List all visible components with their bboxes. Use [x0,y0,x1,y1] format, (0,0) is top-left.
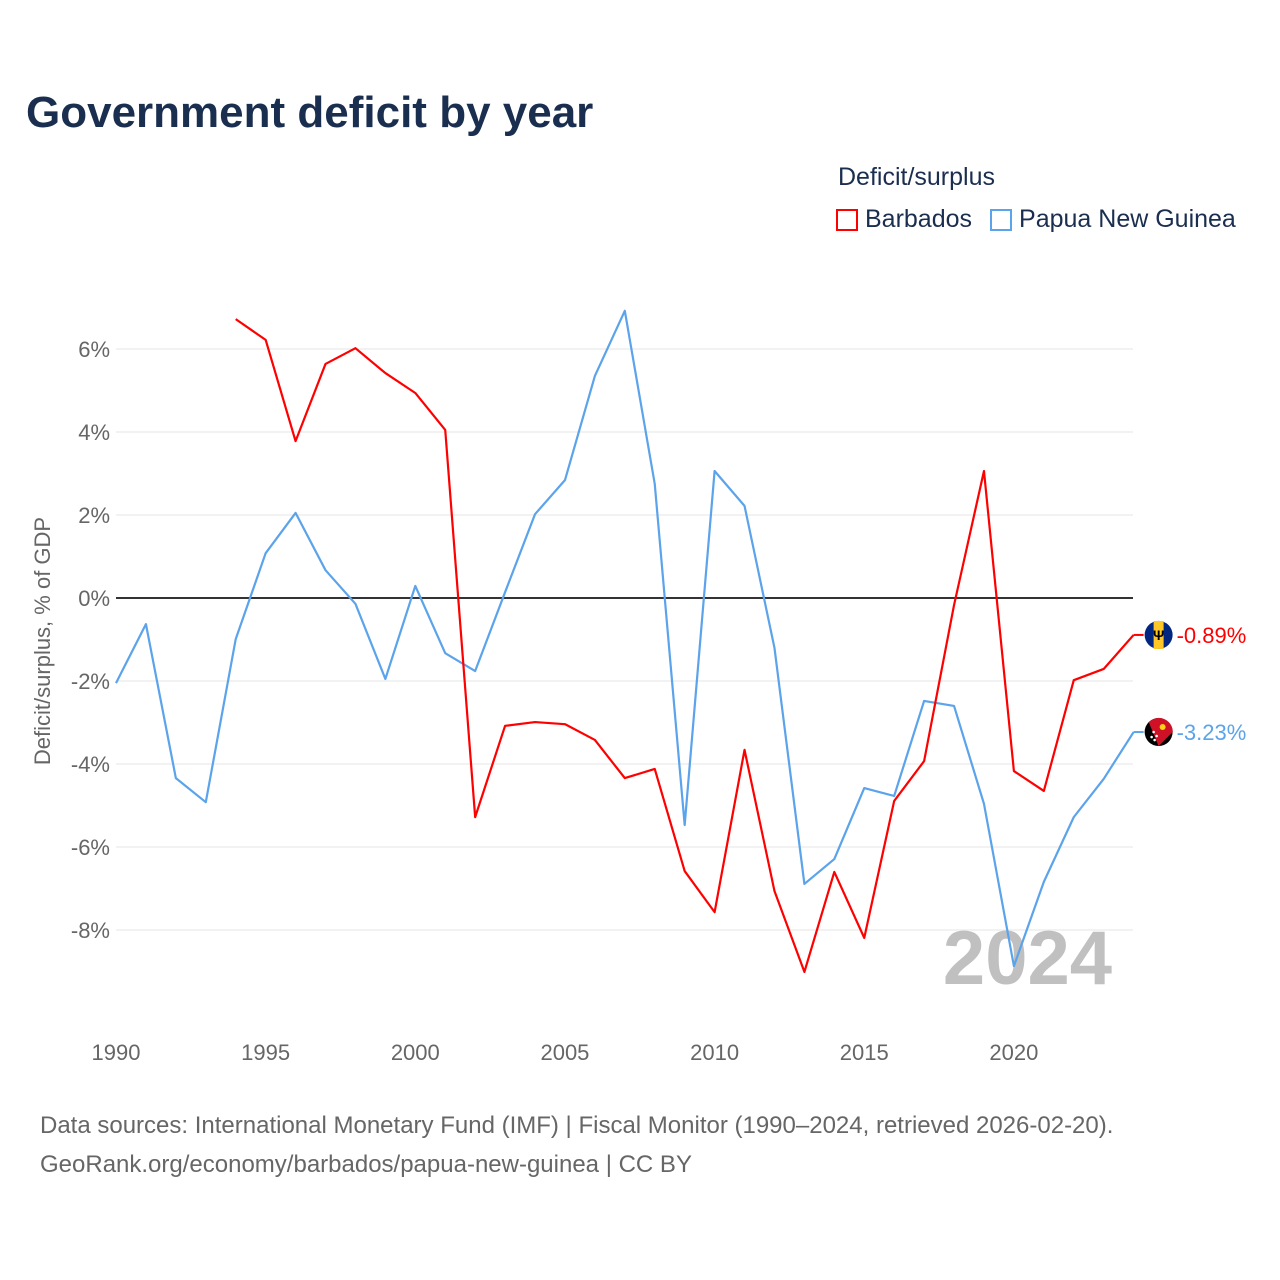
x-tick-label: 1990 [92,1040,141,1065]
x-tick-label: 2015 [840,1040,889,1065]
legend: Barbados Papua New Guinea [836,205,1236,234]
x-tick-label: 2010 [690,1040,739,1065]
star-icon [1152,730,1155,734]
star-icon [1153,738,1156,742]
y-tick-label: -2% [71,669,110,694]
end-value-label: -3.23% [1177,720,1247,745]
y-axis-label: Deficit/surplus, % of GDP [30,517,55,765]
chart-title: Government deficit by year [26,88,594,137]
y-tick-label: 6% [78,337,110,362]
legend-title: Deficit/surplus [838,163,995,191]
bird-of-paradise-icon [1159,724,1166,731]
series-line-barbados [235,318,1135,974]
legend-swatch-papua-new-guinea [990,208,1013,231]
star-icon [1150,735,1153,739]
y-tick-label: -8% [71,918,110,943]
y-tick-label: 4% [78,420,110,445]
y-tick-label: -6% [71,835,110,860]
source-line-1: Data sources: International Monetary Fun… [40,1112,1114,1139]
y-tick-label: 2% [78,503,110,528]
legend-label: Papua New Guinea [1019,205,1236,233]
end-value-label: -0.89% [1177,623,1247,648]
barbados-flag-stripe [1153,620,1164,649]
png-flag-red-half [1148,717,1173,747]
star-icon [1155,734,1158,738]
legend-label: Barbados [865,205,973,233]
x-tick-label: 2000 [391,1040,440,1065]
series-line-papua-new-guinea [115,309,1135,968]
legend-item-papua-new-guinea[interactable]: Papua New Guinea [990,205,1236,234]
source-line-2[interactable]: GeoRank.org/economy/barbados/papua-new-g… [40,1151,692,1178]
legend-swatch-barbados [836,208,858,231]
x-tick-label: 2005 [540,1040,589,1065]
trident-icon: Ψ [1153,627,1164,643]
x-tick-label: 2020 [989,1040,1038,1065]
y-tick-label: 0% [78,586,110,611]
x-tick-label: 1995 [241,1040,290,1065]
source-note: Data sources: International Monetary Fun… [40,1106,1113,1184]
legend-item-barbados[interactable]: Barbados [836,205,972,234]
y-tick-label: -4% [71,752,110,777]
